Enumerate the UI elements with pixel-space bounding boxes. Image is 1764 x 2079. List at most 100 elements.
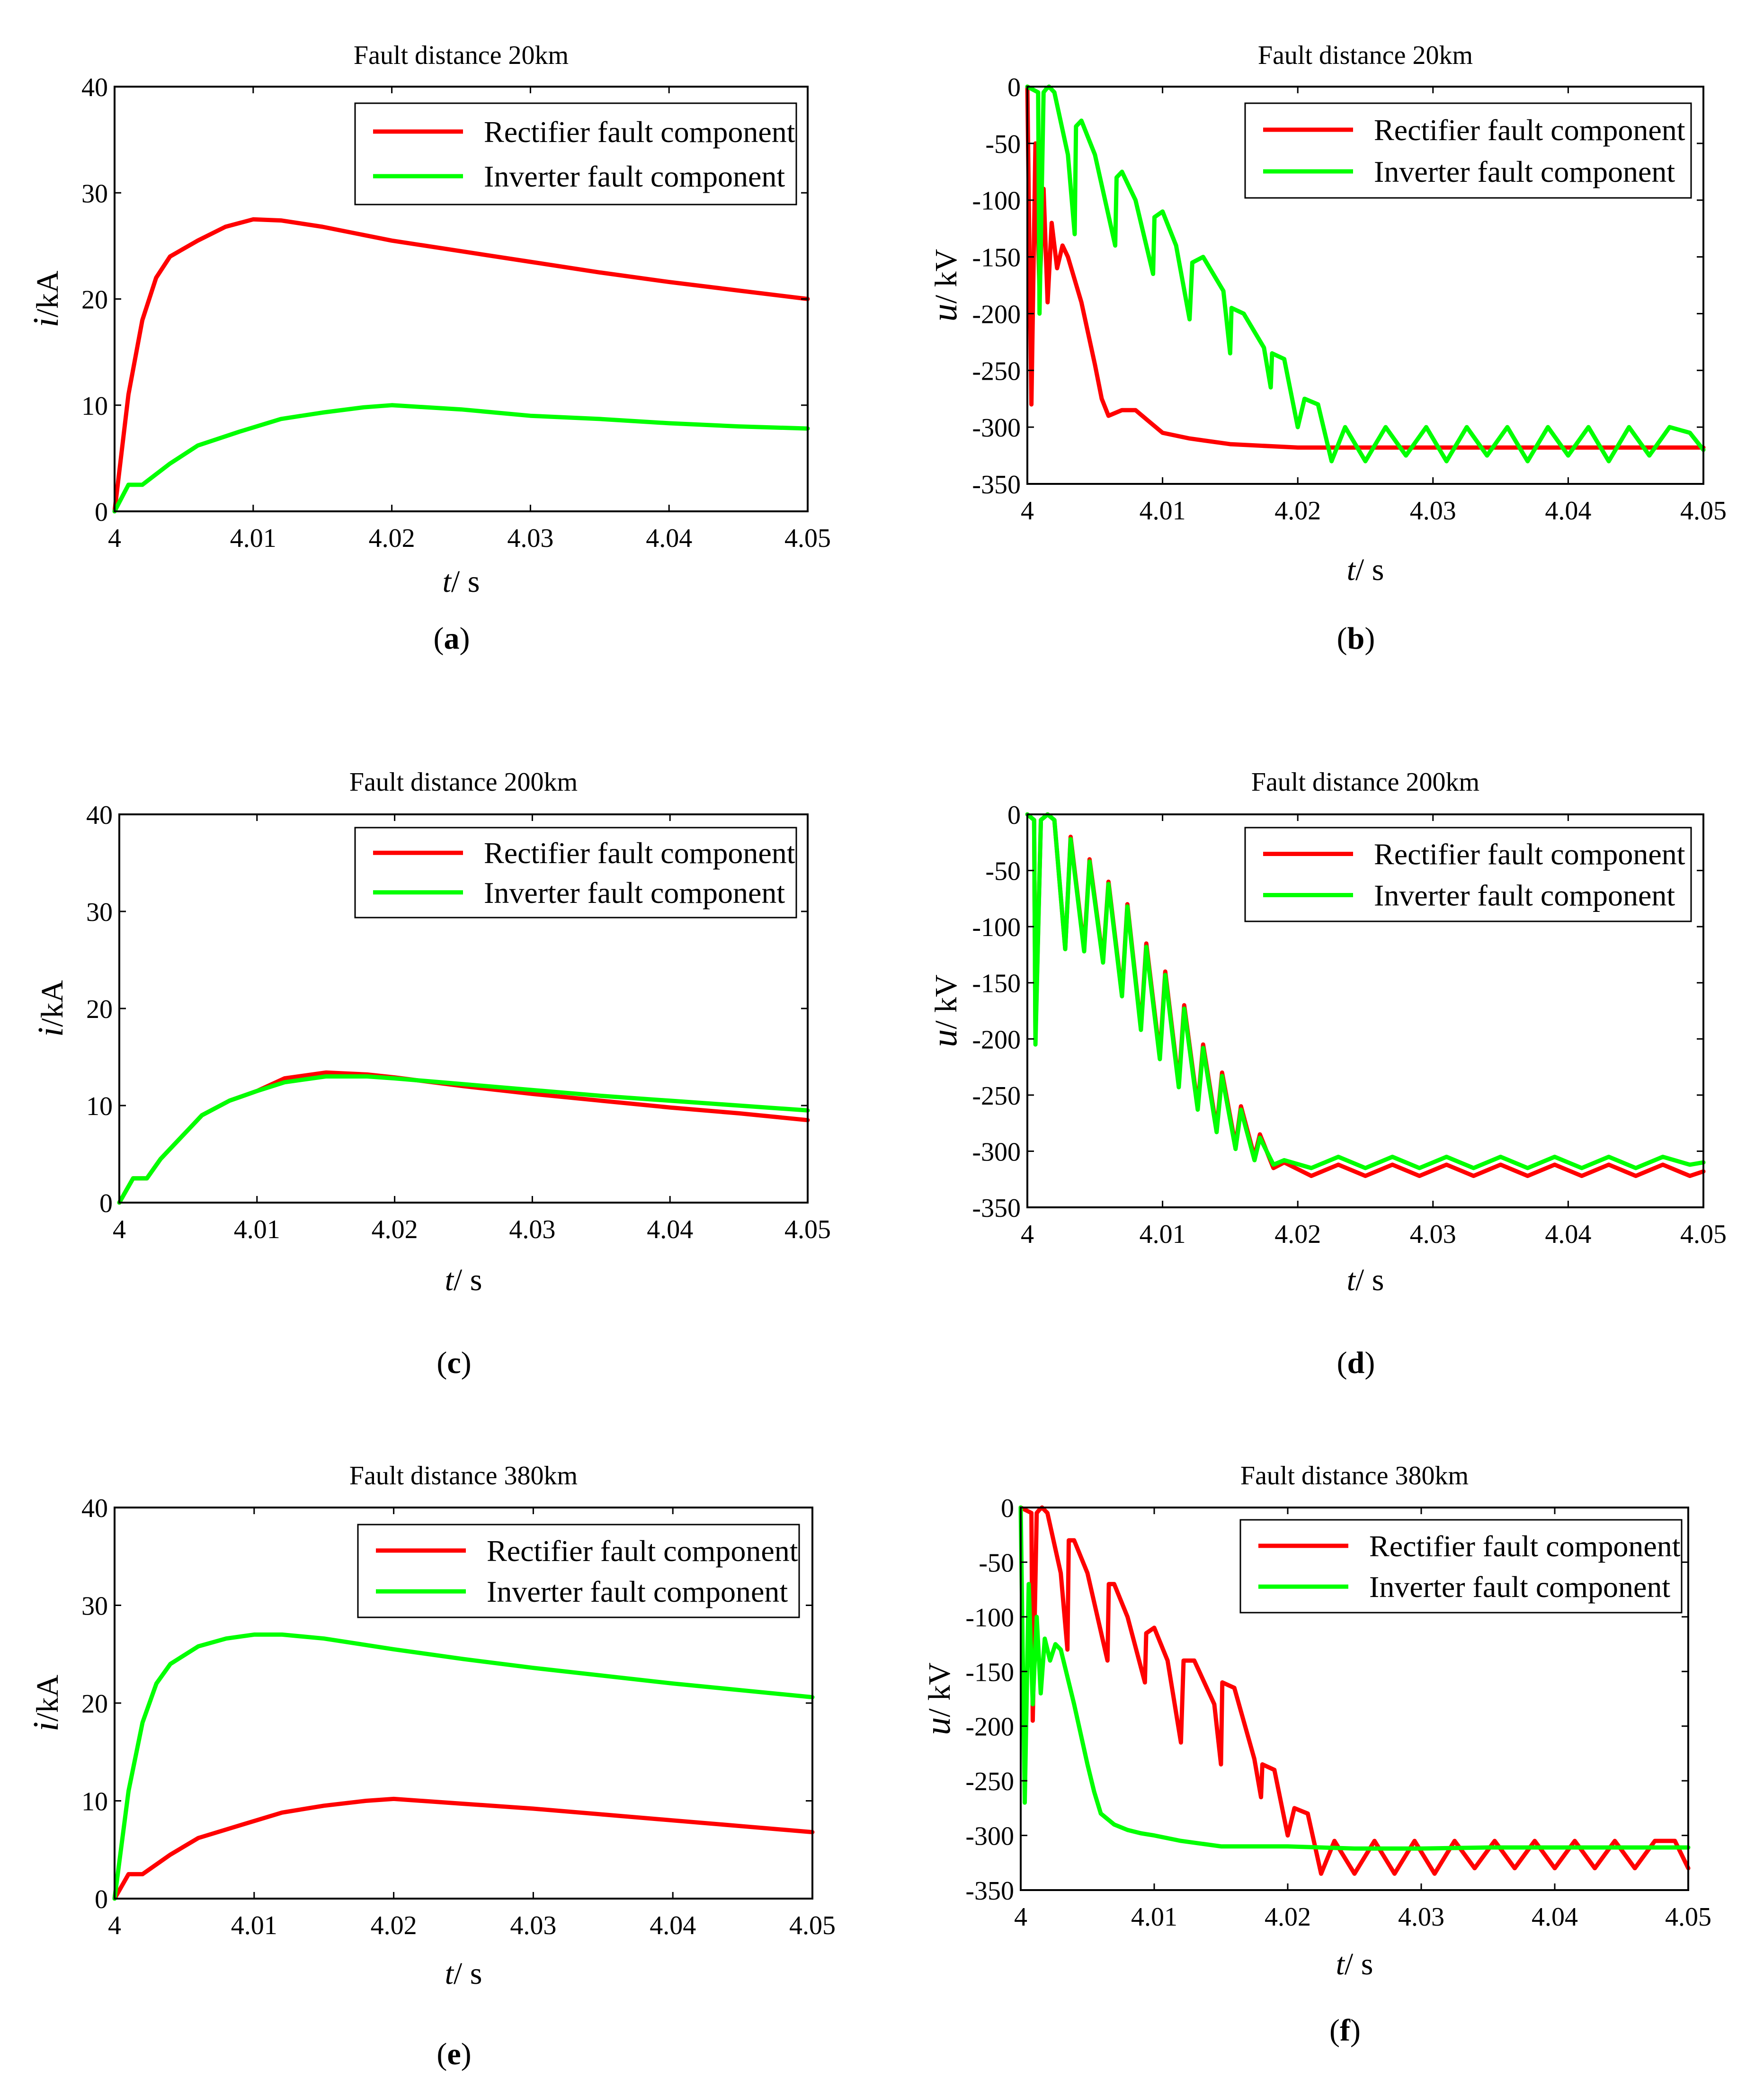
x-tick-label: 4.04 — [1545, 1220, 1591, 1249]
x-axis-label: t/ s — [1347, 1263, 1384, 1297]
y-tick-label: 40 — [81, 73, 108, 102]
x-tick-label: 4.05 — [784, 1215, 831, 1244]
chart-panel-c: Fault distance 200km 4 4.01 4.02 4.03 4.04 4.0… — [31, 767, 831, 1380]
series-line-inverter — [1018, 1505, 1691, 1851]
plot-frame — [1020, 1507, 1689, 1891]
x-tick-label: 4.04 — [1545, 496, 1591, 526]
legend-label-inverter: Inverter fault component — [1369, 1570, 1670, 1604]
legend-box — [357, 1524, 800, 1618]
y-tick-label: 10 — [86, 1092, 113, 1121]
y-tick-label: -250 — [965, 1767, 1014, 1796]
y-tick-label: -350 — [965, 1876, 1014, 1906]
x-axis-label: t/ s — [1336, 1947, 1373, 1981]
x-tick-label: 4.05 — [1665, 1902, 1711, 1932]
y-tick-label: 10 — [81, 1787, 108, 1817]
y-axis-label: u/ kV — [925, 974, 964, 1047]
chart-panel-f: Fault distance 380km 4 4.01 4.02 4.03 4.04 4.0… — [918, 1461, 1711, 2048]
y-tick-label: -200 — [972, 300, 1021, 329]
y-tick-label: -200 — [965, 1713, 1014, 1742]
x-tick-label: 4.02 — [1274, 1220, 1321, 1249]
y-tick-label: -100 — [972, 913, 1021, 942]
series-line-rectifier — [112, 1796, 815, 1901]
chart-title: Fault distance 20km — [354, 41, 569, 70]
chart-panel-d: Fault distance 200km 4 4.01 4.02 4.03 4.04 4.0… — [925, 767, 1727, 1380]
legend-label-rectifier: Rectifier fault component — [1374, 837, 1685, 871]
x-tick-label: 4.01 — [230, 524, 276, 553]
chart-panel-a: Fault distance 20km 4 4.01 4.02 4.03 4.04 4.05… — [26, 41, 831, 656]
y-tick-label: -150 — [965, 1658, 1014, 1687]
y-tick-label: 0 — [95, 1885, 108, 1914]
legend-label-inverter: Inverter fault component — [1374, 879, 1675, 912]
y-tick-label: 20 — [81, 286, 108, 315]
y-tick-label: 30 — [86, 898, 113, 927]
y-tick-label: 0 — [1007, 801, 1021, 830]
x-tick-label: 4.05 — [784, 524, 831, 553]
legend-label-rectifier: Rectifier fault component — [1374, 113, 1685, 147]
legend-label-inverter: Inverter fault component — [487, 1575, 788, 1608]
y-tick-label: 20 — [86, 995, 113, 1024]
y-tick-label: -150 — [972, 969, 1021, 999]
legend-box — [1244, 102, 1692, 199]
x-tick-label: 4.01 — [1140, 496, 1186, 526]
legend-box — [1244, 827, 1692, 922]
y-tick-label: 0 — [95, 498, 108, 527]
y-tick-label: 40 — [86, 801, 113, 830]
y-tick-label: -50 — [985, 130, 1021, 159]
panel-caption: (d) — [1337, 1346, 1375, 1380]
y-tick-label: 30 — [81, 179, 108, 208]
y-tick-label: -300 — [965, 1822, 1014, 1851]
x-tick-label: 4.03 — [1410, 1220, 1456, 1249]
y-axis-label: u/ kV — [925, 249, 964, 322]
plot-frame — [1026, 813, 1704, 1208]
x-tick-label: 4.03 — [510, 1911, 556, 1940]
series-line-inverter — [117, 1074, 810, 1205]
y-tick-label: -250 — [972, 1081, 1021, 1111]
x-tick-label: 4.02 — [1274, 496, 1321, 526]
x-tick-label: 4 — [108, 1911, 121, 1940]
legend-label-rectifier: Rectifier fault component — [484, 115, 795, 149]
y-tick-label: 10 — [81, 392, 108, 421]
chart-title: Fault distance 380km — [349, 1461, 578, 1490]
y-tick-label: 0 — [1001, 1494, 1014, 1523]
x-tick-label: 4.02 — [369, 524, 415, 553]
y-tick-label: -150 — [972, 243, 1021, 273]
chart-title: Fault distance 200km — [1251, 767, 1479, 797]
chart-title: Fault distance 20km — [1258, 41, 1473, 70]
y-tick-label: -50 — [985, 857, 1021, 886]
plot-frame — [1026, 86, 1704, 485]
panel-caption: (b) — [1337, 621, 1375, 656]
y-tick-label: -250 — [972, 357, 1021, 386]
legend-label-inverter: Inverter fault component — [484, 160, 785, 193]
x-axis-label: t/ s — [445, 1263, 482, 1297]
legend-box — [1239, 1519, 1683, 1614]
x-axis-label: t/ s — [445, 1956, 482, 1991]
x-tick-label: 4 — [1021, 1220, 1034, 1249]
chart-title: Fault distance 200km — [349, 767, 578, 797]
series-line-inverter — [1025, 84, 1706, 464]
x-tick-label: 4.01 — [234, 1215, 280, 1244]
x-tick-label: 4.04 — [647, 1215, 693, 1244]
x-tick-label: 4.02 — [1265, 1902, 1311, 1932]
y-tick-label: -350 — [972, 470, 1021, 500]
chart-panel-e: Fault distance 380km 4 4.01 4.02 4.03 4.04 4.0… — [26, 1461, 836, 2071]
x-tick-label: 4 — [1014, 1902, 1027, 1932]
x-tick-label: 4.03 — [1410, 496, 1456, 526]
series-line-inverter — [112, 403, 810, 514]
series-line-rectifier — [112, 217, 810, 514]
x-tick-label: 4.03 — [509, 1215, 555, 1244]
legend-label-inverter: Inverter fault component — [484, 876, 785, 910]
series-line-rectifier — [117, 1070, 810, 1205]
legend-label-rectifier: Rectifier fault component — [487, 1534, 798, 1568]
legend-label-inverter: Inverter fault component — [1374, 155, 1675, 188]
legend-label-rectifier: Rectifier fault component — [484, 836, 795, 870]
x-tick-label: 4 — [1021, 496, 1034, 526]
y-tick-label: -100 — [965, 1603, 1014, 1633]
legend-label-rectifier: Rectifier fault component — [1369, 1529, 1681, 1563]
x-tick-label: 4.02 — [372, 1215, 418, 1244]
y-tick-label: 30 — [81, 1592, 108, 1621]
x-tick-label: 4.04 — [1532, 1902, 1578, 1932]
y-tick-label: -300 — [972, 413, 1021, 443]
legend-box — [354, 102, 797, 205]
y-tick-label: -50 — [979, 1548, 1014, 1578]
